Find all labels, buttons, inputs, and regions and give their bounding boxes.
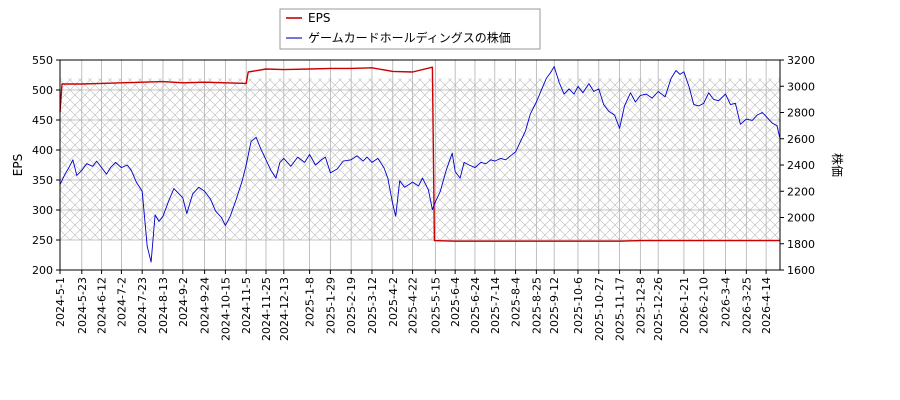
x-tick-label: 2025-11-17 xyxy=(614,277,627,341)
x-tick-label: 2025-7-14 xyxy=(489,277,502,334)
x-tick-label: 2025-1-8 xyxy=(304,277,317,327)
x-tick-label: 2025-6-24 xyxy=(469,277,482,334)
x-tick-label: 2024-6-12 xyxy=(96,277,109,334)
x-tick-label: 2024-10-15 xyxy=(219,277,232,341)
hatched-forecast-region xyxy=(60,78,780,240)
x-tick-label: 2025-12-26 xyxy=(652,277,665,341)
x-tick-label: 2024-9-2 xyxy=(177,277,190,327)
x-tick-label: 2026-4-14 xyxy=(760,277,773,334)
x-tick-label: 2025-10-6 xyxy=(572,277,585,334)
right-tick-label: 3200 xyxy=(787,54,815,67)
right-tick-label: 2000 xyxy=(787,212,815,225)
right-axis: 1600 1800 2000 2200 2400 2600 2800 3000 3200 xyxy=(780,54,815,277)
x-tick-label: 2025-10-27 xyxy=(593,277,606,341)
x-tick-label: 2026-2-10 xyxy=(698,277,711,334)
left-tick-label: 400 xyxy=(32,144,53,157)
legend-box xyxy=(279,8,541,50)
right-tick-label: 3000 xyxy=(787,80,815,93)
x-tick-label: 2026-1-21 xyxy=(678,277,691,334)
x-tick-label: 2025-12-8 xyxy=(634,277,647,334)
x-tick-label: 2024-7-2 xyxy=(115,277,128,327)
x-tick-label: 2025-9-12 xyxy=(548,277,561,334)
x-tick-label: 2025-8-25 xyxy=(530,277,543,334)
x-tick-label: 2025-5-15 xyxy=(429,277,442,334)
x-tick-label: 2025-4-2 xyxy=(387,277,400,327)
x-tick-label: 2024-5-1 xyxy=(54,277,67,327)
right-tick-label: 2400 xyxy=(787,159,815,172)
left-tick-label: 500 xyxy=(32,84,53,97)
left-tick-label: 250 xyxy=(32,234,53,247)
stock-price-line xyxy=(59,66,781,263)
right-tick-label: 2600 xyxy=(787,133,815,146)
right-tick-label: 1800 xyxy=(787,238,815,251)
legend-label-price: ゲームカードホールディングスの株価 xyxy=(308,30,511,45)
x-tick-label: 2025-6-4 xyxy=(449,277,462,327)
x-tick-label: 2026-3-25 xyxy=(740,277,753,334)
x-tick-label: 2024-12-13 xyxy=(278,277,291,341)
left-tick-label: 550 xyxy=(32,54,53,67)
x-tick-label: 2025-8-4 xyxy=(510,277,523,327)
left-tick-label: 450 xyxy=(32,114,53,127)
x-tick-label: 2024-11-25 xyxy=(260,277,273,341)
x-tick-label: 2024-7-23 xyxy=(136,277,149,334)
left-tick-label: 350 xyxy=(32,174,53,187)
x-tick-label: 2025-1-29 xyxy=(324,277,337,334)
x-tick-label: 2024-8-13 xyxy=(157,277,170,334)
x-tick-label: 2024-11-5 xyxy=(240,277,253,334)
left-tick-label: 200 xyxy=(32,264,53,277)
x-axis: 2024-5-1 2024-5-23 2024-6-12 2024-7-2 2024-7… xyxy=(54,270,773,341)
left-axis-title: EPS xyxy=(11,154,25,176)
x-tick-label: 2026-3-4 xyxy=(720,277,733,327)
x-tick-label: 2024-9-24 xyxy=(199,277,212,334)
x-tick-label: 2025-4-22 xyxy=(407,277,420,334)
left-tick-label: 300 xyxy=(32,204,53,217)
eps-line xyxy=(59,66,780,242)
series-layer xyxy=(59,66,781,263)
right-tick-label: 2800 xyxy=(787,107,815,120)
x-tick-label: 2024-5-23 xyxy=(76,277,89,334)
left-axis: 200 250 300 350 400 450 500 550 xyxy=(32,54,60,277)
x-tick-label: 2025-3-12 xyxy=(366,277,379,334)
legend-label-eps: EPS xyxy=(308,11,330,25)
right-tick-label: 2200 xyxy=(787,185,815,198)
x-tick-label: 2025-2-19 xyxy=(345,277,358,334)
right-tick-label: 1600 xyxy=(787,264,815,277)
legend: EPS ゲームカードホールディングスの株価 xyxy=(279,8,541,50)
right-axis-title: 株価 xyxy=(830,153,845,177)
